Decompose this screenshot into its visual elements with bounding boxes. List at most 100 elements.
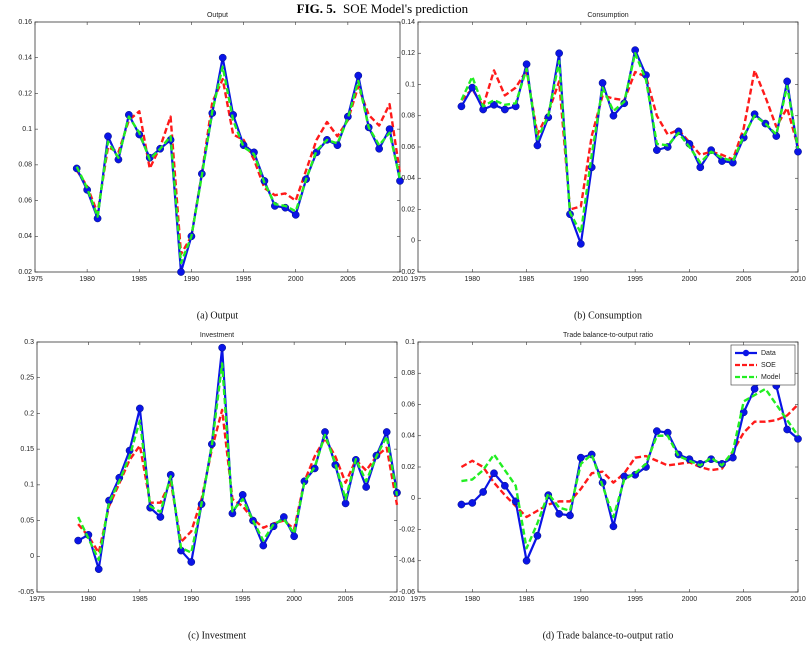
caption: (c) Investment	[188, 630, 246, 641]
data-point	[354, 71, 363, 80]
data-point	[382, 428, 391, 436]
data-point	[490, 469, 498, 478]
data-point	[156, 513, 165, 521]
x-tick-label: 1985	[519, 596, 535, 603]
data-point	[522, 60, 531, 69]
chart-title: Investment	[200, 332, 234, 339]
data-point	[522, 556, 531, 565]
x-tick-label: 1980	[81, 596, 97, 603]
x-tick-label: 2010	[389, 596, 405, 603]
y-tick-label: -0.04	[399, 558, 415, 565]
data-point	[218, 343, 226, 352]
x-tick-label: 1980	[79, 276, 95, 283]
x-tick-label: 1985	[132, 596, 148, 603]
series-line	[75, 65, 402, 265]
chart-title: Trade balance-to-output ratio	[563, 332, 653, 339]
caption: (d) Trade balance-to-output ratio	[543, 630, 674, 641]
y-tick-label: 0.15	[20, 446, 34, 453]
data-point	[177, 268, 185, 276]
data-point	[501, 481, 509, 490]
x-tick-label: 2010	[790, 276, 806, 283]
series-line	[460, 52, 800, 235]
data-point	[238, 491, 247, 499]
data-point	[794, 435, 802, 443]
data-point	[341, 499, 350, 508]
x-tick-label: 1975	[27, 276, 43, 283]
data-point	[457, 102, 466, 111]
y-tick-label: 0.1	[24, 482, 34, 489]
x-tick-label: 2005	[736, 276, 752, 283]
y-tick-label: 0.02	[401, 464, 415, 471]
series-line	[461, 387, 799, 550]
y-tick-label: 0.04	[18, 233, 32, 240]
caption: (a) Output	[197, 310, 239, 321]
data-point	[783, 77, 791, 86]
x-tick-label: 2005	[338, 596, 354, 603]
plot-area	[34, 21, 401, 273]
x-tick-label: 1995	[236, 276, 252, 283]
x-tick-label: 1980	[464, 276, 480, 283]
data-point	[511, 497, 520, 506]
x-tick-label: 1985	[131, 276, 147, 283]
data-point	[577, 453, 585, 462]
y-tick-label: 0.14	[18, 55, 32, 62]
y-tick-label: 0.04	[401, 175, 415, 182]
y-tick-label: 0.05	[20, 517, 34, 524]
legend-box	[730, 344, 796, 386]
data-point	[479, 488, 487, 496]
data-point	[750, 385, 759, 393]
y-tick-label: 0.1	[405, 339, 415, 346]
x-tick-label: 2000	[286, 596, 302, 603]
data-point	[136, 404, 144, 413]
x-tick-label: 1995	[627, 596, 643, 603]
y-tick-label: 0.02	[18, 269, 32, 276]
y-tick-label: 0.06	[401, 401, 415, 408]
y-tick-label: 0.25	[20, 375, 34, 382]
data-point	[566, 511, 574, 520]
chart-title: Consumption	[587, 12, 628, 19]
data-point	[783, 425, 791, 434]
data-point	[696, 163, 705, 172]
x-tick-label: 2005	[340, 276, 356, 283]
y-tick-label: 0	[411, 495, 415, 502]
legend-label: Data	[761, 350, 776, 357]
data-point	[490, 100, 498, 109]
data-point	[653, 427, 661, 435]
data-point	[375, 144, 383, 153]
y-tick-label: 0	[411, 238, 415, 245]
y-tick-label: 0.12	[18, 90, 32, 97]
y-tick-label: 0.1	[405, 81, 415, 88]
y-tick-label: 0.14	[401, 19, 415, 26]
data-point	[653, 146, 661, 154]
x-tick-label: 2000	[682, 276, 698, 283]
data-point	[794, 147, 802, 156]
x-tick-label: 1975	[410, 276, 426, 283]
y-tick-label: 0.12	[401, 50, 415, 57]
data-point	[533, 141, 542, 150]
x-tick-label: 2005	[736, 596, 752, 603]
x-tick-label: 2010	[790, 596, 806, 603]
data-point	[280, 513, 288, 521]
data-point	[674, 127, 683, 136]
chart-title: Output	[207, 12, 228, 19]
figure-label: FIG. 5.	[297, 1, 336, 16]
data-point	[94, 565, 103, 573]
data-point	[457, 500, 466, 509]
series-line	[460, 69, 800, 211]
data-point	[555, 49, 563, 58]
y-tick-label: 0	[30, 553, 34, 560]
data-point	[598, 79, 607, 87]
data-point	[259, 541, 268, 550]
data-point	[729, 453, 737, 462]
y-tick-label: 0.08	[401, 113, 415, 120]
x-tick-label: 2010	[392, 276, 408, 283]
y-tick-label: 0.06	[18, 197, 32, 204]
caption: (b) Consumption	[574, 310, 642, 321]
data-point	[218, 53, 227, 62]
series-line	[77, 362, 399, 562]
x-tick-label: 1975	[29, 596, 45, 603]
data-point	[718, 157, 726, 165]
y-tick-label: -0.05	[18, 589, 34, 596]
y-tick-label: 0.3	[24, 339, 34, 346]
